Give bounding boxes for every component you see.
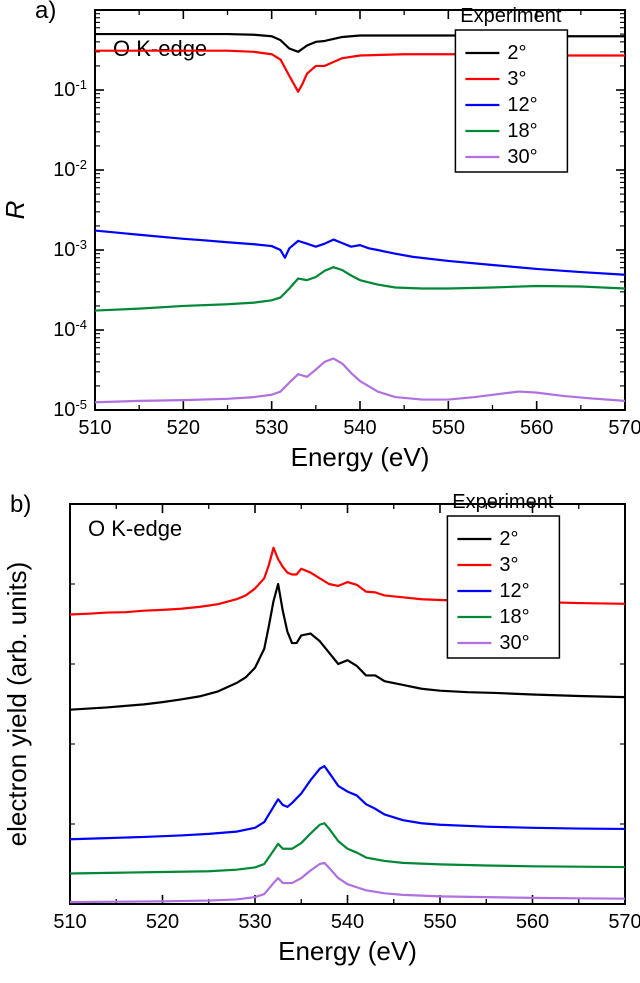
svg-text:540: 540 [343,417,376,439]
y-axis-label: R [0,201,30,220]
legend-label: 2° [499,528,518,550]
svg-text:10-3: 10-3 [53,237,87,262]
legend-label: 30° [499,632,529,654]
panel-a: 51052053054055056057010-510-410-310-210-… [0,0,640,490]
panel-b: 510 520 530 540 550 560 570 Energy (eV) electron… [0,490,640,983]
svg-text:530: 530 [255,417,288,439]
series-line [95,231,625,275]
svg-text:520: 520 [146,911,179,933]
panel-label: a) [35,0,56,24]
panel-label: b) [10,491,31,518]
svg-text:530: 530 [238,911,271,933]
svg-text:570: 570 [608,911,640,933]
legend-label: 12° [507,94,537,116]
svg-text:550: 550 [432,417,465,439]
inset-label: O K-edge [88,516,182,541]
svg-text:520: 520 [167,417,200,439]
legend-label: 18° [499,606,529,628]
svg-text:560: 560 [520,417,553,439]
svg-text:510: 510 [78,417,111,439]
legend-label: 3° [499,554,518,576]
legend-label: 30° [507,146,537,168]
series-line [95,359,625,403]
svg-text:10-4: 10-4 [53,317,87,342]
svg-text:560: 560 [516,911,549,933]
x-axis-label: Energy (eV) [291,442,430,472]
chart-a-svg: 51052053054055056057010-510-410-310-210-… [0,0,640,490]
inset-label: O K-edge [113,36,207,61]
chart-b-svg: 510 520 530 540 550 560 570 Energy (eV) electron… [0,490,640,983]
legend-label: 12° [499,580,529,602]
svg-text:10-2: 10-2 [53,157,87,182]
x-axis-label: Energy (eV) [278,936,417,966]
svg-text:570: 570 [608,417,640,439]
figure: 51052053054055056057010-510-410-310-210-… [0,0,640,983]
legend-label: 2° [507,42,526,64]
svg-text:540: 540 [331,911,364,933]
legend-label: 3° [507,68,526,90]
series-line [70,823,625,873]
legend-title: Experiment [452,491,554,513]
legend-title: Experiment [460,5,562,27]
legend-label: 18° [507,120,537,142]
series-line [95,267,625,310]
y-axis-label: electron yield (arb. units) [2,562,32,847]
svg-text:10-1: 10-1 [53,77,87,102]
svg-text:550: 550 [423,911,456,933]
series-line [70,766,625,839]
svg-text:510: 510 [53,911,86,933]
